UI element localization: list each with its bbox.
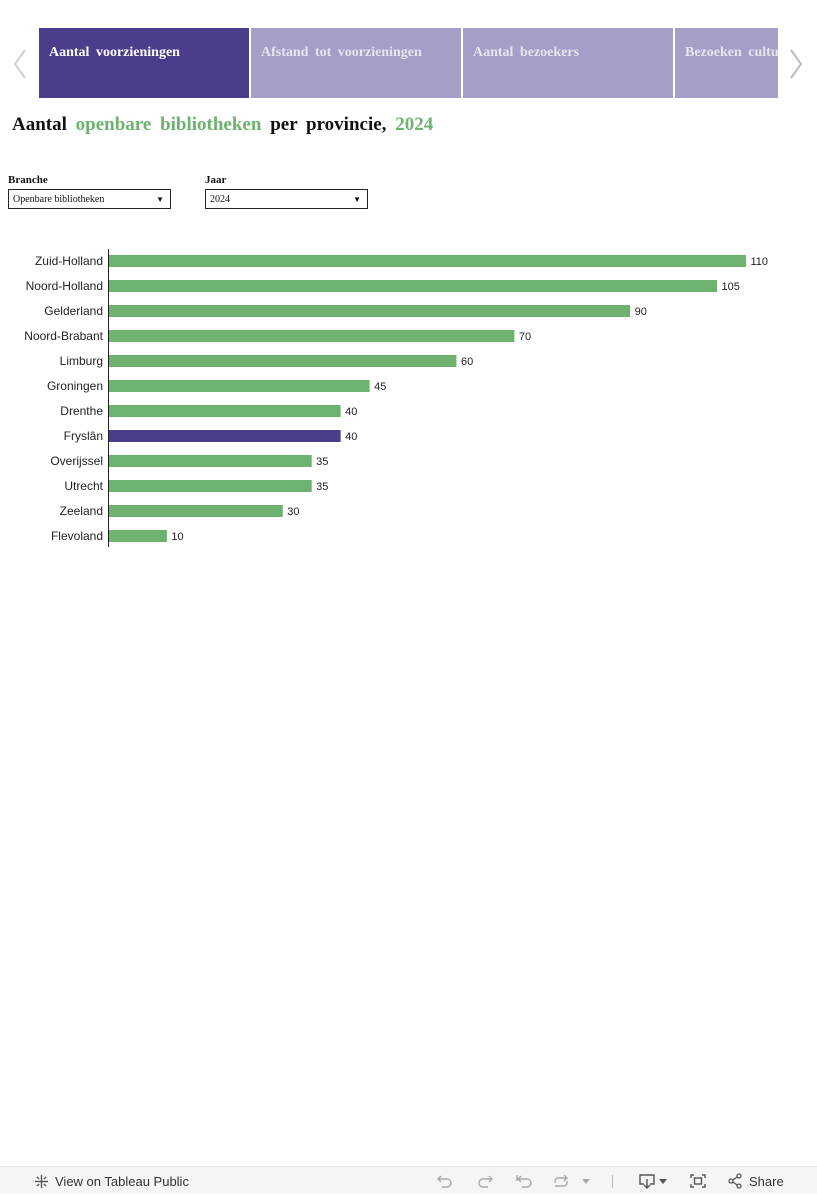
category-label: Overijssel: [50, 454, 103, 468]
story-tabs: Aantal voorzieningen Afstand tot voorzie…: [39, 28, 778, 98]
branche-dropdown-value: Openbare bibliotheken: [13, 193, 105, 205]
tab-aantal-bezoekers[interactable]: Aantal bezoekers: [463, 28, 673, 98]
tab-afstand-tot-voorzieningen[interactable]: Afstand tot voorzieningen: [251, 28, 461, 98]
title-branche-highlight: openbare bibliotheken: [75, 114, 262, 135]
revert-icon[interactable]: [515, 1167, 533, 1195]
branche-filter-label: Branche: [8, 174, 48, 186]
value-label: 90: [635, 306, 647, 318]
tableau-toolbar: View on Tableau Public Share: [0, 1166, 817, 1194]
value-label: 45: [374, 381, 386, 393]
category-label: Groningen: [47, 379, 103, 393]
undo-icon[interactable]: [436, 1167, 454, 1195]
jaar-dropdown-value: 2024: [210, 193, 230, 205]
category-label: Zuid-Holland: [35, 254, 103, 268]
branche-filter: Branche Openbare bibliotheken ▼: [8, 174, 171, 209]
value-label: 35: [316, 456, 328, 468]
category-label: Noord-Brabant: [24, 329, 103, 343]
category-label: Limburg: [60, 354, 103, 368]
title-year-highlight: 2024: [395, 114, 434, 135]
category-label: Zeeland: [60, 504, 103, 518]
value-label: 110: [751, 256, 769, 268]
fullscreen-icon[interactable]: [689, 1167, 707, 1195]
category-label: Gelderland: [44, 304, 103, 318]
branche-dropdown[interactable]: Openbare bibliotheken ▼: [8, 189, 171, 209]
category-label: Noord-Holland: [26, 279, 103, 293]
view-on-tableau-public-label: View on Tableau Public: [55, 1173, 189, 1189]
share-button[interactable]: Share: [727, 1167, 784, 1195]
jaar-dropdown[interactable]: 2024 ▼: [205, 189, 368, 209]
tab-aantal-voorzieningen[interactable]: Aantal voorzieningen: [39, 28, 249, 98]
page-title: Aantal openbare bibliotheken per provinc…: [12, 114, 433, 136]
dropdown-caret-icon: ▼: [156, 194, 164, 204]
category-label: Drenthe: [60, 404, 103, 418]
tableau-logo-icon: [34, 1174, 49, 1189]
category-label: Fryslân: [64, 429, 103, 443]
bar[interactable]: [109, 255, 746, 267]
dropdown-caret-icon: ▼: [353, 194, 361, 204]
redo-icon[interactable]: [476, 1167, 494, 1195]
share-label: Share: [749, 1173, 784, 1189]
jaar-filter-label: Jaar: [205, 174, 227, 186]
bar[interactable]: [109, 505, 283, 517]
value-label: 40: [345, 431, 357, 443]
bar[interactable]: [109, 530, 167, 542]
bar[interactable]: [109, 280, 718, 292]
value-label: 35: [316, 481, 328, 493]
bar[interactable]: [109, 330, 515, 342]
value-label: 60: [461, 356, 473, 368]
value-label: 30: [287, 506, 299, 518]
download-menu-caret-icon[interactable]: [658, 1167, 668, 1195]
download-icon[interactable]: [638, 1167, 656, 1195]
tab-bezoeken-culturele-activiteiten[interactable]: Bezoeken culturele activiteiten: [675, 28, 778, 98]
share-icon: [727, 1173, 743, 1189]
bar-chart: Zuid-Holland 110 Noord-Holland 105 Gelderlan…: [24, 249, 769, 547]
title-part-1: Aantal: [12, 114, 67, 135]
next-tab-arrow-icon[interactable]: [784, 40, 808, 88]
bar[interactable]: [109, 305, 631, 317]
bar[interactable]: [109, 430, 341, 442]
value-label: 70: [519, 331, 531, 343]
value-label: 40: [345, 406, 357, 418]
previous-tab-arrow-icon[interactable]: [8, 40, 32, 88]
value-label: 105: [722, 281, 740, 293]
toolbar-divider: [612, 1175, 613, 1188]
bar[interactable]: [109, 480, 312, 492]
value-label: 10: [171, 531, 183, 543]
view-on-tableau-public-link[interactable]: View on Tableau Public: [34, 1167, 189, 1195]
category-label: Utrecht: [64, 479, 103, 493]
bar[interactable]: [109, 455, 312, 467]
title-part-2: per provincie,: [270, 114, 387, 135]
bar[interactable]: [109, 380, 370, 392]
category-label: Flevoland: [51, 529, 103, 543]
bar[interactable]: [109, 355, 457, 367]
jaar-filter: Jaar 2024 ▼: [205, 174, 368, 209]
refresh-menu-caret-icon[interactable]: [581, 1167, 591, 1195]
refresh-icon[interactable]: [552, 1167, 570, 1195]
bar[interactable]: [109, 405, 341, 417]
